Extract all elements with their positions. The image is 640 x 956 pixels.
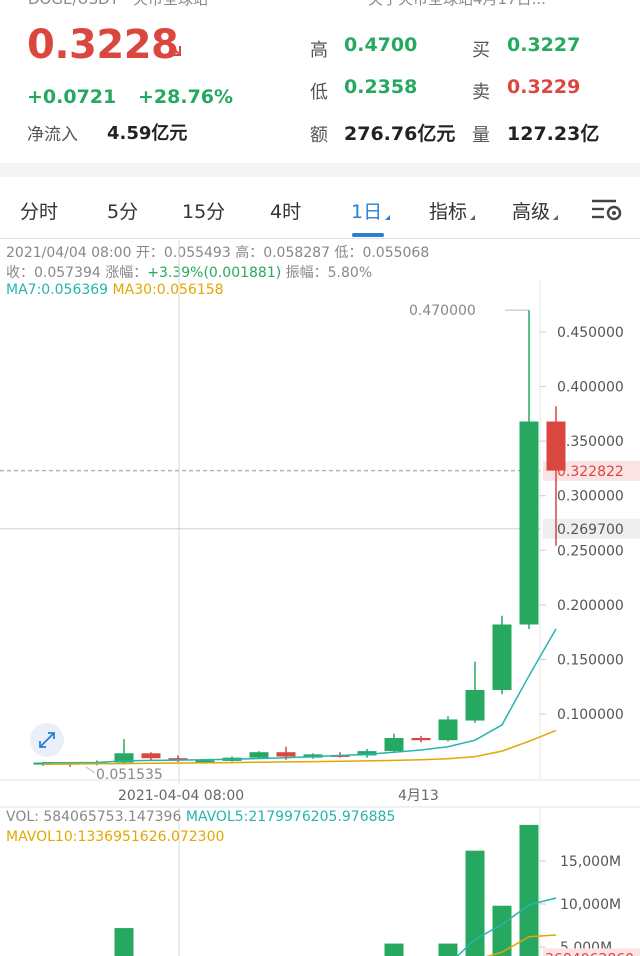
candle-ohlc-info: 2021/04/04 08:00 开：0.055493 高：0.058287 低…: [6, 245, 430, 261]
close-label: 收：0.057394 涨幅：: [6, 265, 148, 281]
price-tick-label: 0.400000: [557, 380, 624, 396]
active-tab-indicator: [352, 233, 384, 237]
candle-body: [438, 719, 458, 741]
volume-bar: [465, 850, 485, 956]
price-tick-label: 0.100000: [557, 707, 624, 723]
change-amount: +0.0721: [27, 86, 117, 108]
candle-close-info: 收：0.057394 涨幅：+3.39%(0.001881) 振幅：5.80%: [6, 262, 372, 282]
candle-body: [141, 753, 161, 759]
candle-body: [168, 758, 188, 761]
volume-tick-label: 10,000M: [560, 897, 621, 913]
candle-body: [492, 624, 512, 690]
mavol5-value: MAVOL5:2179976205.976885: [185, 809, 396, 825]
net-inflow-label: 净流入: [27, 125, 78, 145]
down-arrow-icon: [168, 43, 181, 56]
caret-icon: [385, 215, 391, 220]
volume-bar: [438, 943, 458, 956]
ma-info: MA7:0.056369 MA30:0.056158: [6, 282, 224, 298]
price-tick-label: 0.450000: [557, 325, 624, 341]
candle-body: [357, 751, 377, 756]
x-axis-band: [0, 784, 640, 806]
tab-timeshare[interactable]: 分时: [20, 201, 59, 223]
amount-value: 276.76亿元: [344, 123, 456, 145]
candlestick-chart[interactable]: 0.450000 0.400000 0.350000 0.300000 0.250000…: [0, 240, 640, 956]
tab-1day-label: 1日: [351, 201, 383, 223]
min-price-label: 0.051535: [96, 767, 163, 783]
x-axis-label: 4月13: [398, 788, 439, 804]
expand-icon: [39, 732, 55, 748]
tab-4hour[interactable]: 4时: [270, 201, 302, 223]
mavol10-value: MAVOL10:1336951626.072300: [6, 829, 225, 845]
tab-1day[interactable]: 1日: [351, 197, 391, 224]
tab-advanced-label: 高级: [512, 201, 551, 223]
crosshair-price-label: 0.269700: [557, 522, 624, 538]
volume-bar: [114, 928, 134, 956]
high-value: 0.4700: [344, 34, 418, 56]
vol-value: VOL: 584065753.147396: [6, 809, 182, 825]
high-label: 高: [310, 40, 328, 61]
tab-advanced[interactable]: 高级: [512, 197, 559, 224]
net-inflow-value: 4.59亿元: [107, 123, 188, 144]
current-volume-label: 3684062860: [545, 951, 634, 956]
candle-body: [411, 738, 431, 741]
current-price-label: 0.322822: [557, 464, 624, 480]
candle-body: [249, 752, 269, 758]
ma7-line: [42, 628, 557, 764]
top-header: DOGE/USDT · 火币全球站 关于火币全球站4月17日...: [0, 0, 640, 8]
vol-info: VOL: 584065753.147396 MAVOL5:2179976205.…: [6, 809, 395, 825]
low-label: 低: [310, 82, 328, 103]
crosshair-price-box: [543, 518, 640, 539]
sell-value: 0.3229: [507, 76, 581, 98]
tab-indicators-label: 指标: [429, 201, 468, 223]
ma30-value: MA30:0.056158: [112, 282, 224, 298]
x-axis-label: 2021-04-04 08:00: [118, 788, 244, 804]
ma30-line: [42, 729, 557, 765]
mavol10-line: [485, 934, 557, 956]
buy-label: 买: [472, 40, 490, 61]
volume-label: 量: [472, 125, 490, 146]
amplitude-info: 振幅：5.80%: [281, 265, 373, 281]
candle-body: [546, 421, 566, 471]
caret-icon: [553, 215, 559, 220]
change-percent: +28.76%: [138, 86, 234, 108]
section-divider: [0, 163, 640, 177]
candle-body: [276, 752, 296, 757]
mavol5-line: [456, 897, 557, 956]
buy-value: 0.3227: [507, 34, 581, 56]
min-marker-line: [85, 766, 96, 774]
sell-label: 卖: [472, 82, 490, 103]
price-tick-label: 0.150000: [557, 652, 624, 668]
candle-body: [195, 760, 215, 763]
volume-bar: [519, 824, 539, 956]
amount-label: 额: [310, 125, 328, 146]
current-volume-box: [543, 948, 640, 956]
caret-icon: [470, 215, 476, 220]
max-price-label: 0.470000: [409, 303, 476, 319]
tab-15min[interactable]: 15分: [182, 201, 226, 223]
change-info: +3.39%(0.001881): [147, 265, 282, 281]
last-price: 0.3228: [27, 22, 179, 68]
interval-tabs: 分时 5分 15分 4时 1日 指标 高级: [0, 177, 640, 239]
chart-settings-icon[interactable]: [590, 196, 624, 224]
notice-ticker[interactable]: 关于火币全球站4月17日...: [368, 0, 546, 9]
price-tick-label: 0.250000: [557, 543, 624, 559]
low-value: 0.2358: [344, 76, 418, 98]
candle-body: [465, 689, 485, 721]
volume-tick-label: 15,000M: [560, 854, 621, 870]
tab-indicators[interactable]: 指标: [429, 197, 476, 224]
current-price-box: [543, 460, 640, 481]
ma7-value: MA7:0.056369: [6, 282, 109, 298]
price-tick-label: 0.200000: [557, 598, 624, 614]
candle-body: [384, 738, 404, 752]
volume-bar: [492, 905, 512, 956]
candle-body: [519, 421, 539, 625]
volume-value: 127.23亿: [507, 123, 600, 145]
candle-body: [114, 753, 134, 763]
volume-bar: [384, 943, 404, 956]
pair-title[interactable]: DOGE/USDT · 火币全球站: [28, 0, 208, 9]
price-tick-label: 0.300000: [557, 489, 624, 505]
tab-5min[interactable]: 5分: [107, 201, 139, 223]
price-tick-label: 0.350000: [557, 434, 624, 450]
